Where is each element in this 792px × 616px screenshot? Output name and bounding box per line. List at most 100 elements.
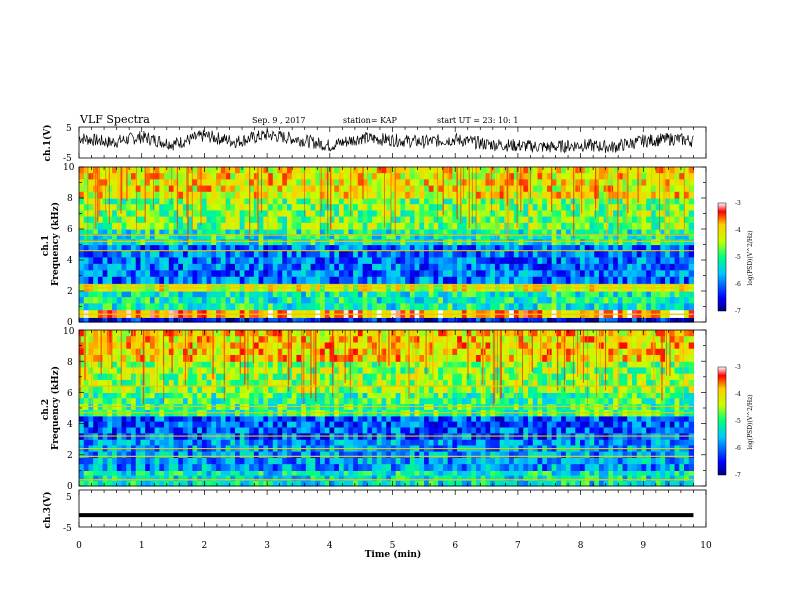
spectrogram-cell bbox=[202, 422, 207, 428]
spectrogram-cell bbox=[481, 186, 486, 193]
spectrogram-cell bbox=[594, 270, 599, 277]
spectrogram-cell bbox=[618, 458, 623, 465]
spectrogram-cell bbox=[334, 422, 339, 428]
spectrogram-cell bbox=[216, 452, 221, 459]
spectrogram-cell bbox=[334, 458, 339, 465]
spectrogram-cell bbox=[665, 264, 670, 271]
spectrogram-cell bbox=[192, 464, 197, 471]
spectrogram-cell bbox=[230, 303, 235, 310]
spectrogram-cell bbox=[330, 422, 335, 428]
spectrogram-cell bbox=[311, 416, 316, 422]
spectrogram-cell bbox=[348, 458, 353, 465]
spectrogram-cell bbox=[571, 264, 576, 271]
spectrogram-cell bbox=[367, 470, 372, 476]
spectrogram-cell bbox=[131, 470, 136, 476]
spectrogram-cell bbox=[552, 179, 557, 186]
spectrogram-cell bbox=[509, 251, 514, 258]
spectrogram-cell bbox=[641, 470, 646, 476]
spectrogram-cell bbox=[358, 210, 363, 217]
spectrogram-cell bbox=[296, 264, 301, 271]
spectrogram-cell bbox=[490, 428, 495, 434]
spectrogram-cell bbox=[552, 428, 557, 434]
spectrogram-cell bbox=[306, 297, 311, 304]
spectrogram-cell bbox=[244, 264, 249, 271]
spectrogram-cell bbox=[514, 229, 519, 235]
spectrogram-cell bbox=[670, 251, 675, 258]
spectrogram-cell bbox=[159, 470, 164, 476]
spectrogram-cell bbox=[202, 257, 207, 264]
spectrogram-cell bbox=[675, 416, 680, 422]
spectrogram-cell bbox=[382, 277, 387, 284]
spectrogram-cell bbox=[216, 439, 221, 446]
spectrogram-cell bbox=[467, 297, 472, 304]
spectrogram-cell bbox=[641, 422, 646, 428]
spectrogram-cell bbox=[419, 251, 424, 258]
spectrogram-cell bbox=[240, 204, 245, 211]
spectrogram-cell bbox=[533, 217, 538, 224]
spectrogram-cell bbox=[244, 422, 249, 428]
spectrogram-cell bbox=[311, 264, 316, 271]
spectrogram-cell bbox=[164, 464, 169, 471]
spectrogram-cell bbox=[481, 464, 486, 471]
spectrogram-cell bbox=[164, 291, 169, 298]
spectrogram-cell bbox=[424, 297, 429, 304]
spectrogram-cell bbox=[344, 264, 349, 271]
spectrogram-cell bbox=[641, 198, 646, 205]
spectrogram-cell bbox=[519, 251, 524, 258]
spectrogram-cell bbox=[273, 198, 278, 205]
spectrogram-cell bbox=[282, 223, 287, 230]
spectrogram-cell bbox=[556, 428, 561, 434]
spectrogram-cell bbox=[330, 264, 335, 271]
spectrogram-cell bbox=[339, 210, 344, 217]
spectrogram-cell bbox=[296, 303, 301, 310]
spectrogram-cell bbox=[566, 173, 571, 180]
spectrogram-cell bbox=[136, 422, 141, 428]
spectrogram-cell bbox=[278, 277, 283, 284]
spectrogram-cell bbox=[443, 439, 448, 446]
spectrogram-cell bbox=[188, 476, 193, 482]
spectrogram-cell bbox=[623, 217, 628, 224]
spectrogram-cell bbox=[150, 464, 155, 471]
spectrogram-cell bbox=[438, 239, 443, 245]
spectrogram-cell bbox=[665, 257, 670, 264]
spectrogram-cell bbox=[282, 204, 287, 211]
spectrogram-cell bbox=[571, 257, 576, 264]
spectrogram-cell bbox=[585, 297, 590, 304]
spectrogram-cell bbox=[448, 476, 453, 482]
spectrogram-cell bbox=[306, 198, 311, 205]
spectrogram-cell bbox=[552, 229, 557, 235]
spectrogram-cell bbox=[145, 239, 150, 245]
spectrogram-cell bbox=[585, 173, 590, 180]
spectrogram-cell bbox=[136, 303, 141, 310]
spectrogram-cell bbox=[537, 167, 542, 174]
spectrogram-cell bbox=[415, 303, 420, 310]
spectrogram-cell bbox=[556, 192, 561, 199]
spectrogram-cell bbox=[689, 439, 694, 446]
spectrogram-cell bbox=[396, 173, 401, 180]
spectrogram-cell bbox=[159, 167, 164, 174]
spectrogram-cell bbox=[547, 476, 552, 482]
spectrogram-cell bbox=[296, 297, 301, 304]
spectrogram-cell bbox=[301, 257, 306, 264]
spectrogram-cell bbox=[382, 229, 387, 235]
ch1-colorbar: -3 -4 -5 -6 -7 log(PSD)(V^2/Hz) bbox=[718, 200, 754, 315]
spectrogram-cell bbox=[613, 251, 618, 258]
spectrogram-cell bbox=[169, 186, 174, 193]
spectrogram-cell bbox=[481, 277, 486, 284]
spectrogram-cell bbox=[604, 239, 609, 245]
spectrogram-cell bbox=[490, 452, 495, 459]
spectrogram-cell bbox=[675, 186, 680, 193]
spectrogram-cell bbox=[594, 186, 599, 193]
spectrogram-cell bbox=[594, 458, 599, 465]
spectrogram-cell bbox=[221, 422, 226, 428]
spectrogram-cell bbox=[386, 464, 391, 471]
spectrogram-cell bbox=[679, 428, 684, 434]
spectrogram-cell bbox=[481, 297, 486, 304]
spectrogram-cell bbox=[585, 422, 590, 428]
spectrogram-cell bbox=[164, 458, 169, 465]
spectrogram-cell bbox=[296, 239, 301, 245]
spectrogram-cell bbox=[244, 210, 249, 217]
spectrogram-cell bbox=[689, 277, 694, 284]
spectrogram-cell bbox=[278, 452, 283, 459]
spectrogram-cell bbox=[126, 251, 131, 258]
